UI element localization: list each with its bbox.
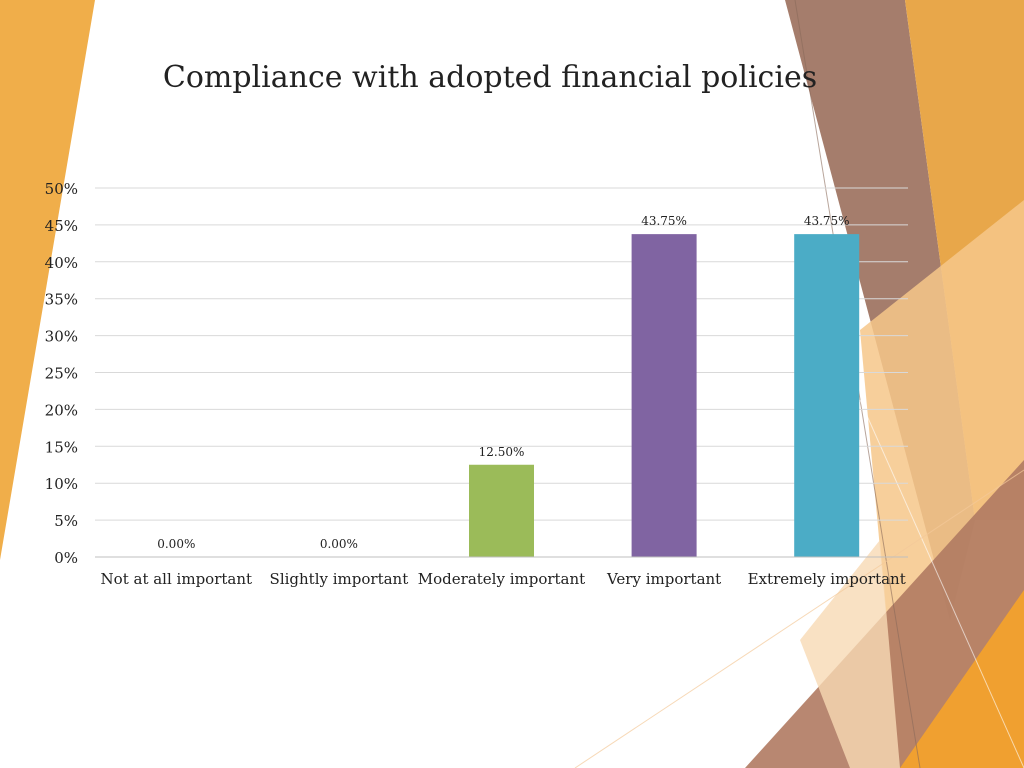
x-axis-labels: Not at all important Slightly important Mo…: [101, 570, 906, 588]
y-tick-label: 45%: [45, 217, 78, 235]
y-axis-ticks: 0% 5% 10% 15% 20% 25% 30% 35% 40% 45% 50%: [45, 180, 78, 567]
data-label: 0.00%: [320, 537, 358, 551]
x-tick-label: Not at all important: [101, 570, 252, 588]
data-label: 43.75%: [641, 214, 687, 228]
bar-2: [469, 464, 534, 557]
y-tick-label: 15%: [45, 438, 78, 456]
y-tick-label: 20%: [45, 401, 78, 419]
y-tick-label: 10%: [45, 475, 78, 493]
y-tick-label: 25%: [45, 365, 78, 383]
data-label: 43.75%: [804, 214, 850, 228]
y-tick-label: 30%: [45, 328, 78, 346]
y-tick-label: 35%: [45, 291, 78, 309]
x-tick-label: Very important: [606, 570, 721, 588]
y-tick-label: 40%: [45, 254, 78, 272]
left-orange-shape: [0, 0, 95, 560]
data-label: 0.00%: [157, 537, 195, 551]
bars: [469, 234, 860, 557]
data-labels: 0.00% 0.00% 12.50% 43.75% 43.75%: [157, 214, 849, 551]
pale-peach-shape: [800, 540, 900, 768]
y-tick-label: 0%: [54, 549, 78, 567]
y-tick-label: 5%: [54, 512, 78, 530]
x-tick-label: Slightly important: [270, 570, 409, 588]
data-label: 12.50%: [479, 445, 525, 459]
bar-4: [794, 234, 860, 557]
bar-3: [631, 234, 697, 557]
bottom-orange-corner: [900, 590, 1024, 768]
x-tick-label: Extremely important: [748, 570, 906, 588]
chart-title: Compliance with adopted financial polici…: [162, 60, 818, 95]
y-tick-label: 50%: [45, 180, 78, 198]
thin-decor-line-3: [574, 469, 1024, 768]
thin-decor-line-2: [859, 399, 1024, 768]
x-tick-label: Moderately important: [418, 570, 585, 588]
